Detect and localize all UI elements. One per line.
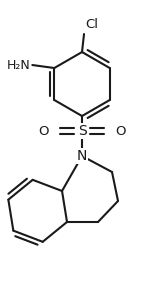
Text: N: N xyxy=(77,149,87,163)
Text: O: O xyxy=(115,124,126,138)
Text: Cl: Cl xyxy=(85,18,98,31)
Text: O: O xyxy=(39,124,49,138)
Text: S: S xyxy=(78,124,86,138)
Text: H₂N: H₂N xyxy=(7,59,30,71)
Text: N: N xyxy=(77,149,87,163)
